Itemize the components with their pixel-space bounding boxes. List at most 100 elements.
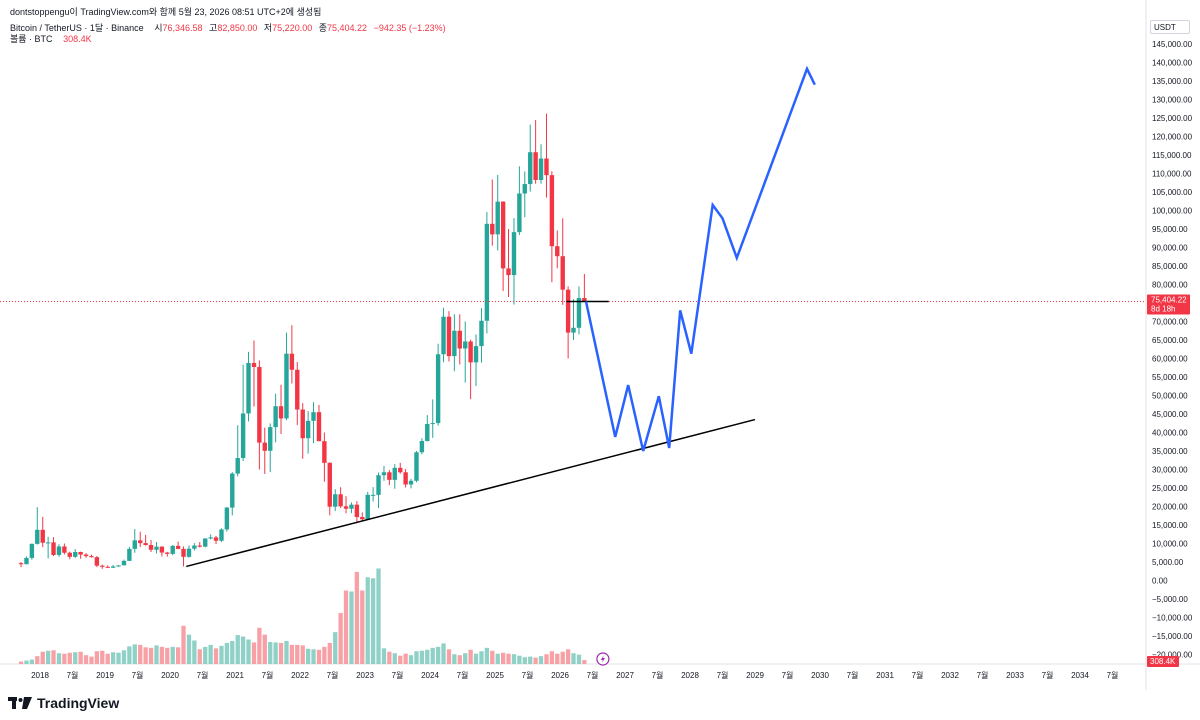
volume-bar bbox=[398, 655, 403, 664]
volume-bar bbox=[338, 613, 343, 664]
time-tick-label: 2025 bbox=[486, 671, 504, 680]
volume-bar bbox=[500, 652, 506, 664]
volume-bar bbox=[289, 644, 295, 664]
volume-bar bbox=[230, 640, 235, 664]
candle-body bbox=[446, 316, 452, 357]
candle-body bbox=[203, 538, 208, 547]
candle-body bbox=[83, 554, 89, 557]
candle-body bbox=[468, 341, 473, 363]
symbol-ohlc-line: Bitcoin / TetherUS · 1달 · Binance 시76,34… bbox=[10, 21, 446, 34]
volume-bar bbox=[403, 653, 408, 664]
volume-bar bbox=[56, 653, 62, 664]
candle-body bbox=[18, 563, 24, 565]
candle-body bbox=[408, 480, 414, 485]
candle-body bbox=[192, 545, 197, 549]
candle-body bbox=[419, 441, 425, 453]
time-tick-label: 2022 bbox=[291, 671, 309, 680]
volume-bar bbox=[181, 625, 186, 664]
candle-body bbox=[457, 330, 462, 349]
price-tick-label: 15,000.00 bbox=[1152, 521, 1188, 530]
volume-bar bbox=[522, 657, 527, 664]
candle-body bbox=[100, 565, 105, 567]
candle-body bbox=[511, 232, 517, 276]
candle-body bbox=[398, 467, 403, 473]
volume-bar bbox=[148, 647, 154, 664]
volume-bar bbox=[24, 660, 29, 664]
volume-bar bbox=[240, 636, 246, 664]
candle-body bbox=[170, 545, 175, 554]
volume-bar bbox=[349, 591, 354, 664]
volume-bar bbox=[565, 649, 571, 664]
volume-bar bbox=[219, 645, 224, 664]
volume-bar bbox=[45, 650, 51, 664]
candle-body bbox=[24, 557, 29, 565]
current-price-label: 75,404.22 bbox=[1151, 296, 1187, 305]
price-tick-label: 25,000.00 bbox=[1152, 484, 1188, 493]
volume-bar bbox=[582, 660, 587, 664]
volume-bar bbox=[246, 639, 251, 664]
price-tick-label: 125,000.00 bbox=[1152, 114, 1193, 123]
volume-bar bbox=[495, 653, 500, 664]
time-tick-label: 2033 bbox=[1006, 671, 1024, 680]
candle-body bbox=[181, 548, 186, 557]
time-tick-label: 2026 bbox=[551, 671, 569, 680]
volume-bar bbox=[18, 661, 24, 664]
time-tick-label: 7월 bbox=[262, 670, 274, 680]
volume-bar bbox=[571, 653, 576, 664]
candle-body bbox=[452, 330, 457, 357]
volume-bar bbox=[387, 651, 392, 664]
volume-bar bbox=[354, 571, 360, 664]
price-tick-label: 145,000.00 bbox=[1152, 40, 1193, 49]
volume-bar bbox=[446, 649, 452, 664]
candle-body bbox=[538, 158, 544, 180]
volume-bar bbox=[484, 647, 490, 664]
time-tick-label: 7월 bbox=[327, 670, 339, 680]
time-tick-label: 2023 bbox=[356, 671, 374, 680]
currency-badge[interactable]: USDT bbox=[1150, 20, 1190, 34]
price-tick-label: 120,000.00 bbox=[1152, 133, 1193, 142]
tradingview-logo-icon bbox=[8, 697, 32, 709]
time-tick-label: 2020 bbox=[161, 671, 179, 680]
volume-bar bbox=[268, 641, 273, 664]
volume-bar bbox=[165, 647, 170, 664]
candle-body bbox=[105, 566, 110, 568]
candle-body bbox=[544, 158, 549, 176]
candle-body bbox=[576, 298, 582, 328]
volume-bar bbox=[365, 577, 370, 664]
candle-body bbox=[495, 201, 500, 235]
volume-bar bbox=[89, 656, 94, 664]
volume-bar bbox=[473, 653, 479, 664]
candle-body bbox=[354, 504, 360, 518]
volume-bar bbox=[479, 651, 484, 664]
volume-bar bbox=[175, 647, 181, 664]
volume-bar bbox=[203, 646, 208, 664]
candle-body bbox=[425, 423, 430, 442]
candle-body bbox=[441, 316, 446, 355]
open-value: 76,346.58 bbox=[162, 23, 203, 33]
volume-bar bbox=[262, 634, 267, 664]
volume-bar bbox=[463, 653, 468, 664]
volume-value: 308.4K bbox=[63, 34, 92, 44]
time-tick-label: 7월 bbox=[717, 670, 729, 680]
volume-bar bbox=[138, 644, 143, 664]
volume-bar bbox=[40, 651, 45, 664]
tradingview-logo[interactable]: TradingView bbox=[8, 693, 119, 713]
price-tick-label: 100,000.00 bbox=[1152, 207, 1193, 216]
candle-body bbox=[582, 298, 587, 302]
candle-body bbox=[159, 546, 165, 553]
time-tick-label: 2030 bbox=[811, 671, 829, 680]
candle-body bbox=[392, 467, 397, 480]
candle-body bbox=[56, 546, 62, 555]
current-price-badge bbox=[1147, 294, 1190, 315]
change-value: −942.35 (−1.23%) bbox=[373, 23, 446, 33]
candle-body bbox=[186, 548, 192, 557]
time-tick-label: 2021 bbox=[226, 671, 244, 680]
volume-bar bbox=[62, 653, 67, 664]
candle-body bbox=[230, 473, 235, 508]
volume-bar bbox=[544, 654, 549, 664]
candle-body bbox=[463, 341, 468, 349]
candle-body bbox=[343, 506, 349, 509]
candle-body bbox=[528, 152, 533, 185]
volume-bar bbox=[538, 656, 544, 664]
